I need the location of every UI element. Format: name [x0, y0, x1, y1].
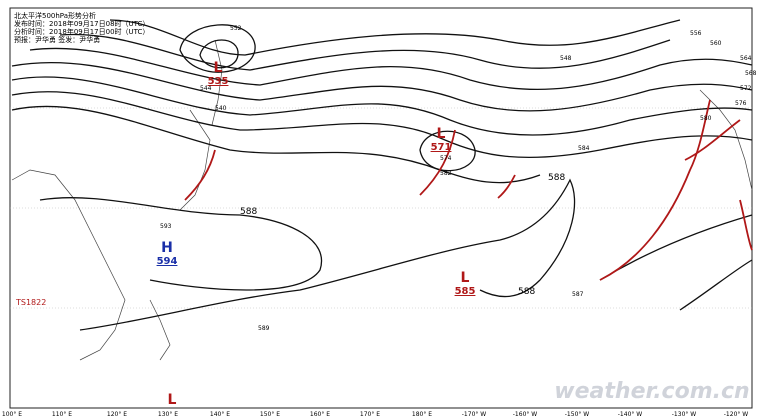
troughs	[184, 99, 753, 281]
lon-label: -130° W	[672, 411, 697, 418]
contour-label: 544	[200, 85, 212, 92]
lon-label: 170° E	[360, 411, 380, 418]
contour-label: 572	[740, 85, 752, 92]
contour-label: 540	[215, 105, 227, 112]
center-type: L	[437, 126, 446, 142]
lon-label: 180° E	[412, 411, 432, 418]
center-type: L	[214, 60, 223, 76]
lon-label: 130° E	[158, 411, 178, 418]
center-value: 571	[431, 142, 452, 153]
lon-label: -160° W	[513, 411, 538, 418]
contour-label: 574	[440, 155, 452, 162]
header-line: 预报：尹华勇 签发：尹华勇	[14, 35, 100, 44]
lon-label: -140° W	[618, 411, 643, 418]
lon-label: 160° E	[310, 411, 330, 418]
contours	[11, 19, 753, 331]
center-value: 594	[157, 256, 178, 267]
contour-label: 588	[518, 287, 535, 297]
contour-label: 587	[572, 291, 584, 298]
center-type: L	[168, 392, 177, 408]
lon-label: 140° E	[210, 411, 230, 418]
contour-label: 588	[548, 173, 565, 183]
contour-label: 584	[578, 145, 590, 152]
contour-label: 560	[710, 40, 722, 47]
contour-label: 568	[745, 70, 757, 77]
lon-label: -170° W	[462, 411, 487, 418]
header-line: 发布时间：2018年09月17日08时（UTC）	[14, 19, 149, 28]
contour-label: 588	[240, 207, 257, 217]
graticule	[10, 107, 752, 309]
lon-label: 120° E	[107, 411, 127, 418]
center-value: 585	[455, 286, 476, 297]
contour-label: 556	[690, 30, 702, 37]
coastline	[11, 39, 753, 361]
contour-label: 552	[230, 25, 242, 32]
contour-label: 564	[740, 55, 752, 62]
lon-label: 150° E	[260, 411, 280, 418]
center-value: 535	[208, 76, 229, 87]
contour-label: 548	[560, 55, 572, 62]
contour-label: 576	[735, 100, 747, 107]
center-type: H	[161, 240, 173, 256]
contour-label: 580	[700, 115, 712, 122]
lon-label: -150° W	[565, 411, 590, 418]
storm-label: TS1822	[15, 298, 46, 307]
contour-label: 589	[258, 325, 270, 332]
contour-label: 582	[440, 170, 452, 177]
lon-label: -120° W	[724, 411, 749, 418]
contour-label: 593	[160, 223, 172, 230]
lon-label: 100° E	[2, 411, 22, 418]
center-type: L	[461, 270, 470, 286]
header-line: 北太平洋500hPa形势分析	[14, 11, 96, 20]
lon-label: 110° E	[52, 411, 72, 418]
header-line: 分析时间：2018年09月17日00时（UTC）	[14, 27, 149, 36]
watermark: weather.com.cn	[554, 379, 749, 404]
